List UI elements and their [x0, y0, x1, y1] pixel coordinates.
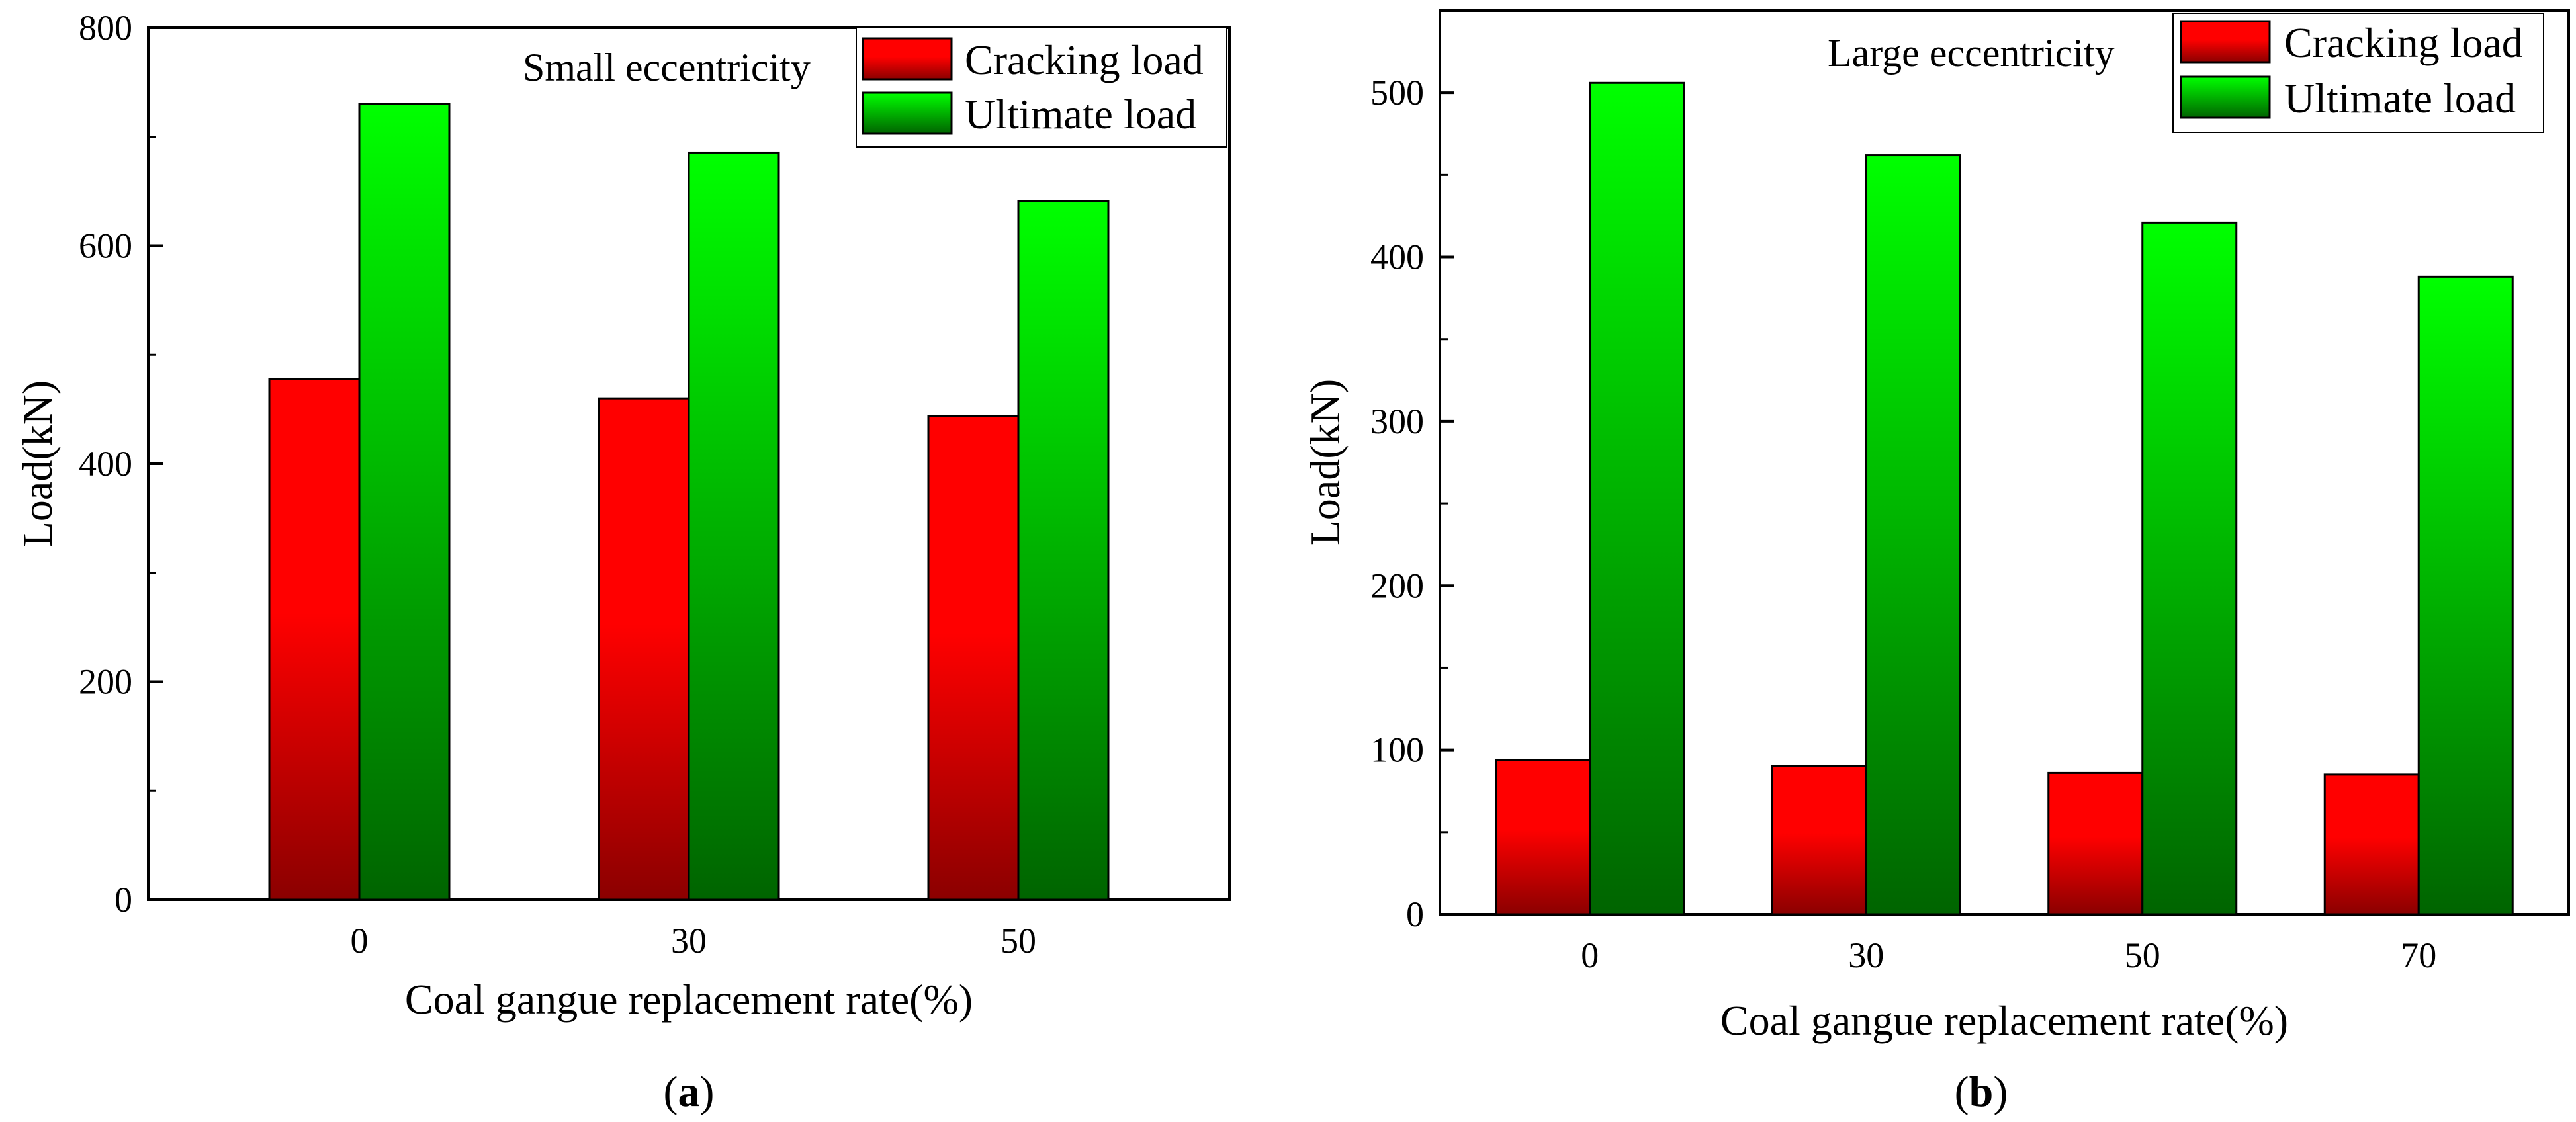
legend-swatch-cracking [862, 37, 953, 81]
legend-swatch-cracking [2180, 20, 2271, 64]
x-tick-label: 50 [2125, 935, 2160, 975]
y-axis-title: Load(kN) [1302, 379, 1349, 546]
x-axis-tick-labels: 0 30 50 70 [1581, 935, 2436, 975]
legend-label-cracking: Cracking load [2284, 19, 2523, 66]
bars [268, 103, 1110, 901]
bar-cracking-50 [2047, 771, 2144, 916]
x-tick-label: 70 [2401, 935, 2436, 975]
y-tick-label: 400 [1370, 237, 1424, 277]
x-axis-title: Coal gangue replacement rate(%) [1720, 997, 2288, 1044]
bar-ultimate-30 [1865, 154, 1961, 916]
y-tick-label: 400 [79, 444, 132, 484]
bars [1495, 81, 2514, 916]
y-tick-label: 600 [79, 226, 132, 266]
y-tick-label: 200 [1370, 566, 1424, 605]
bar-cracking-50 [927, 415, 1020, 901]
y-axis-title: Load(kN) [14, 380, 61, 547]
y-tick-label: 200 [79, 662, 132, 702]
bar-ultimate-0 [358, 103, 451, 901]
x-tick-label: 30 [671, 921, 707, 961]
panel-letter-a: a [678, 1068, 700, 1116]
bar-ultimate-70 [2417, 275, 2514, 916]
x-tick-label: 0 [351, 921, 369, 961]
legend-label-cracking: Cracking load [965, 36, 1204, 83]
bar-ultimate-0 [1589, 81, 1685, 916]
bar-cracking-0 [268, 377, 361, 901]
chart-panel-b: 0 100 200 300 400 500 0 30 50 70 Coal gangue rep… [1302, 9, 2570, 1116]
bar-ultimate-50 [2141, 221, 2238, 916]
bar-cracking-0 [1495, 759, 1591, 916]
x-axis-title: Coal gangue replacement rate(%) [405, 976, 973, 1023]
annotation-small-eccentricity: Small eccentricity [523, 46, 811, 89]
panel-letter-b: b [1969, 1068, 1994, 1116]
x-tick-label: 50 [1000, 921, 1036, 961]
y-axis-ticks: 0 100 200 300 400 500 [1370, 73, 1454, 934]
legend-swatch-ultimate [862, 91, 953, 135]
plot-frame [1439, 9, 2570, 916]
y-tick-label: 500 [1370, 73, 1424, 112]
legend-swatch-ultimate [2180, 75, 2271, 119]
legend: Cracking load Ultimate load [2172, 13, 2544, 133]
y-tick-label: 300 [1370, 402, 1424, 441]
y-tick-label: 100 [1370, 730, 1424, 770]
legend-label-ultimate: Ultimate load [2284, 75, 2516, 122]
x-tick-label: 0 [1581, 935, 1599, 975]
legend-label-ultimate: Ultimate load [965, 91, 1196, 138]
panel-label-b: (b) [1955, 1068, 2008, 1116]
chart-panel-a: 0 200 400 600 800 0 30 50 Coal gangue replacem… [14, 8, 1231, 1116]
x-tick-label: 30 [1848, 935, 1884, 975]
bar-cracking-30 [598, 397, 690, 901]
legend: Cracking load Ultimate load [856, 27, 1227, 148]
annotation-large-eccentricity: Large eccentricity [1828, 31, 2115, 75]
y-tick-label: 0 [114, 880, 132, 920]
y-tick-label: 0 [1406, 894, 1424, 934]
bar-cracking-30 [1771, 765, 1867, 916]
x-axis-tick-labels: 0 30 50 [351, 921, 1037, 961]
bar-ultimate-30 [688, 151, 780, 901]
panel-label-a: (a) [664, 1068, 715, 1116]
y-tick-label: 800 [79, 8, 132, 48]
y-axis-ticks: 0 200 400 600 800 [79, 8, 163, 920]
bar-cracking-70 [2323, 773, 2420, 916]
bar-ultimate-50 [1017, 200, 1110, 901]
